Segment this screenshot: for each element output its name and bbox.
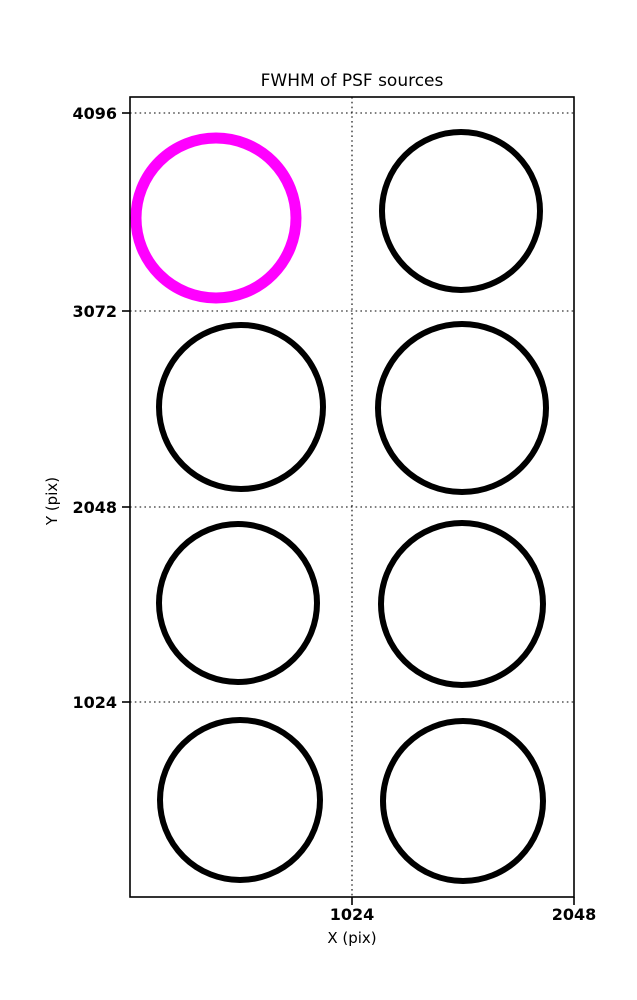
y-axis-tickmarks bbox=[122, 112, 130, 703]
psf-source-marker[interactable] bbox=[375, 321, 549, 495]
psf-source-markers bbox=[130, 129, 549, 884]
psf-source-marker-highlight[interactable] bbox=[130, 132, 302, 304]
ytick-label-3072: 3072 bbox=[72, 302, 117, 321]
ytick-label-2048: 2048 bbox=[72, 498, 117, 517]
psf-source-marker[interactable] bbox=[156, 322, 326, 492]
x-axis-tick-labels: 1024 2048 bbox=[330, 905, 597, 924]
psf-source-marker[interactable] bbox=[378, 520, 546, 688]
xtick-label-1024: 1024 bbox=[330, 905, 375, 924]
xtick-label-2048: 2048 bbox=[552, 905, 597, 924]
ytick-label-1024: 1024 bbox=[72, 693, 117, 712]
x-axis-label: X (pix) bbox=[327, 929, 376, 947]
y-axis-tick-labels: 4096 3072 2048 1024 bbox=[72, 104, 117, 712]
psf-source-marker[interactable] bbox=[379, 129, 543, 293]
psf-source-marker[interactable] bbox=[157, 717, 323, 883]
plot-title: FWHM of PSF sources bbox=[261, 71, 444, 91]
psf-source-marker[interactable] bbox=[380, 718, 546, 884]
ytick-label-4096: 4096 bbox=[72, 104, 117, 123]
psf-source-marker[interactable] bbox=[156, 521, 320, 685]
x-axis-tickmarks bbox=[351, 897, 575, 905]
y-axis-label: Y (pix) bbox=[43, 477, 61, 526]
